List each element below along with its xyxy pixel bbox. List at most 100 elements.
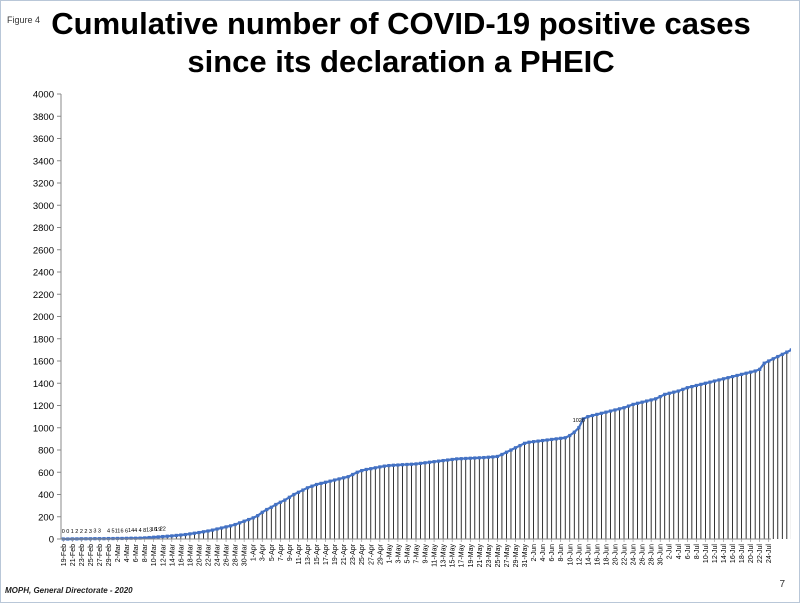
- x-tick-label: 28-Mar: [233, 543, 240, 566]
- line-point: [690, 384, 694, 389]
- line-point: [568, 433, 572, 438]
- line-point: [215, 527, 219, 531]
- line-point: [287, 495, 291, 499]
- line-point: [717, 378, 721, 382]
- y-axis: 0 200 400 600 800 1000 1200 1400 1600 1800 2000 220…: [33, 90, 62, 546]
- line-point: [464, 456, 468, 461]
- line-point: [694, 383, 698, 388]
- x-tick-label: 2-Jul: [667, 544, 674, 560]
- y-tick-label: 1000: [33, 423, 54, 434]
- line-point: [789, 348, 791, 352]
- data-label: 4: [139, 528, 142, 534]
- x-tick-label: 27-Feb: [97, 544, 104, 566]
- line-point: [265, 507, 269, 512]
- data-label: 6: [121, 528, 124, 534]
- figure-label: Figure 4: [7, 15, 41, 25]
- x-tick-label: 24-Mar: [215, 543, 222, 566]
- x-tick-label: 21-Apr: [341, 543, 348, 565]
- x-tick-label: 11-May: [432, 544, 439, 567]
- data-label: 1026: [573, 418, 585, 424]
- y-tick-label: 1600: [33, 357, 54, 368]
- line-point: [360, 468, 364, 473]
- y-tick-label: 1800: [33, 334, 54, 345]
- y-tick-label: 3200: [33, 179, 54, 190]
- data-label: 19: [155, 527, 161, 533]
- line-point: [640, 400, 644, 404]
- x-tick-label: 26-Jun: [640, 544, 647, 566]
- x-tick-label: 23-Apr: [350, 543, 357, 565]
- line-point: [364, 467, 368, 472]
- line-point: [495, 454, 500, 459]
- line-point: [608, 409, 613, 413]
- x-tick-label: 24-Jul: [766, 544, 773, 564]
- line-point: [658, 395, 662, 399]
- x-tick-label: 24-Jun: [631, 544, 638, 566]
- x-tick-label: 26-Mar: [224, 543, 231, 566]
- y-tick-label: 200: [38, 512, 54, 523]
- data-label: 3: [98, 529, 101, 535]
- line-point: [405, 462, 409, 467]
- line-point: [622, 406, 626, 410]
- x-tick-label: 18-Jul: [739, 544, 746, 564]
- line-point: [758, 367, 762, 371]
- line-point: [165, 534, 169, 538]
- line-point: [251, 516, 255, 520]
- x-tick-label: 27-Apr: [368, 543, 375, 565]
- line-point: [455, 457, 459, 461]
- line-point: [649, 398, 653, 402]
- line-point: [242, 519, 246, 523]
- line-point: [785, 350, 789, 354]
- line-point: [541, 438, 545, 443]
- line-point: [518, 443, 522, 448]
- line-point: [613, 408, 617, 412]
- line-point: [681, 387, 685, 391]
- x-tick-label: 4-Jul: [676, 544, 683, 560]
- x-tick-label: 20-Jun: [612, 544, 619, 566]
- x-tick-label: 30-Mar: [242, 543, 249, 566]
- line-point: [635, 401, 640, 405]
- line-point: [672, 390, 676, 394]
- x-tick-label: 10-Jun: [567, 544, 574, 566]
- x-tick-label: 14-Jul: [721, 544, 728, 564]
- line-point: [554, 437, 558, 441]
- line-point: [726, 376, 730, 380]
- line-point: [504, 450, 509, 454]
- x-tick-label: 21-May: [477, 544, 484, 568]
- title-line-2: since its declaration a PHEIC: [187, 44, 615, 79]
- line-point: [531, 440, 536, 444]
- title-line-1: Cumulative number of COVID-19 positive c…: [51, 6, 751, 41]
- line-point: [482, 455, 486, 460]
- x-tick-label: 12-Jun: [576, 544, 583, 566]
- line-point: [332, 478, 337, 482]
- x-axis: 19-Feb 21-Feb 23-Feb 25-Feb 27-Feb 29-Feb 2-Ma…: [61, 538, 773, 568]
- line-point: [170, 534, 174, 538]
- data-label: 13: [146, 528, 152, 534]
- line-point: [197, 530, 201, 535]
- x-tick-label: 10-Jul: [703, 544, 710, 564]
- data-label: 0: [62, 529, 65, 535]
- line-point: [210, 528, 215, 532]
- line-point: [228, 524, 233, 528]
- x-tick-label: 12-Jul: [712, 544, 719, 564]
- x-tick-label: 15-May: [450, 544, 457, 568]
- x-tick-label: 7-Apr: [278, 543, 285, 561]
- line-point: [450, 457, 454, 462]
- line-point: [409, 462, 414, 466]
- line-point: [400, 463, 405, 467]
- x-tick-label: 8-Jul: [694, 544, 701, 560]
- line-point: [527, 440, 531, 444]
- y-tick-label: 3000: [33, 201, 54, 212]
- y-tick-label: 3400: [33, 156, 54, 167]
- line-point: [292, 492, 296, 497]
- line-point: [418, 461, 423, 465]
- line-point: [378, 465, 382, 469]
- line-point: [522, 441, 527, 445]
- data-label: 8: [143, 528, 146, 534]
- line-point: [685, 386, 689, 390]
- data-label: 16: [151, 527, 157, 533]
- x-tick-label: 31-May: [522, 544, 529, 568]
- line-point: [667, 391, 671, 395]
- x-tick-label: 15-Apr: [314, 543, 321, 565]
- x-tick-label: 29-May: [513, 544, 520, 568]
